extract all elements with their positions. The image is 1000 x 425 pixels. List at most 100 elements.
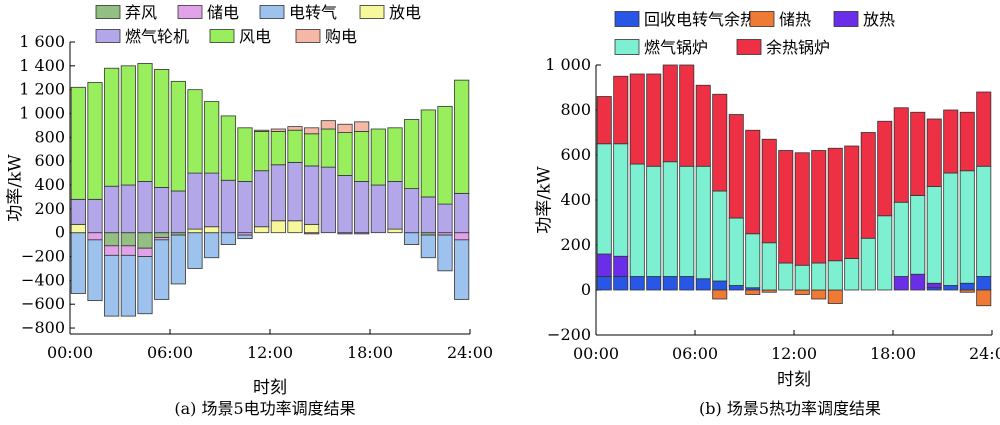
bar-b-s4-t8 [729, 115, 743, 219]
bar-b-s4-t12 [795, 153, 809, 266]
bar-b-s3-t11 [779, 263, 793, 290]
bar-b-s4-t10 [762, 139, 776, 243]
legend-label: 燃气轮机 [125, 27, 189, 46]
legend-label: 回收电转气余热 [644, 10, 756, 29]
bar-b-s4-t20 [927, 119, 941, 187]
bar-a-s5-t6 [171, 81, 185, 191]
bar-a-s4-t20 [405, 189, 419, 233]
bar-b-s2-t0 [597, 254, 611, 277]
bar-a-s3-t13 [288, 221, 302, 233]
bar-a-s6-t14 [305, 128, 319, 134]
bar-b-s0-t6 [696, 279, 710, 290]
bar-a-s2-t20 [405, 233, 419, 245]
y-tick-label: 0 [55, 223, 65, 242]
bar-a-s2-t1 [88, 240, 102, 301]
bar-b-s1-t12 [795, 290, 809, 295]
bar-a-s0-t4 [138, 233, 152, 248]
legend-swatch [834, 12, 858, 27]
bar-a-s5-t2 [105, 68, 119, 186]
bar-b-s4-t14 [828, 148, 842, 261]
y-tick-label: 600 [34, 151, 65, 170]
bar-b-s4-t6 [696, 85, 710, 166]
bar-a-s5-t0 [71, 87, 85, 199]
x-tick-label: 12:00 [247, 343, 293, 362]
y-tick-label: −600 [21, 294, 65, 313]
y-axis-label: 功率/kW [535, 166, 555, 234]
bar-b-s4-t21 [944, 110, 958, 173]
bar-a-s6-t12 [271, 129, 285, 131]
bar-b-s0-t21 [944, 286, 958, 291]
bar-b-s3-t0 [597, 144, 611, 254]
bar-b-s3-t14 [828, 261, 842, 290]
bar-b-s3-t7 [713, 191, 727, 281]
bar-a-s5-t8 [205, 102, 219, 174]
legend-label: 放热 [863, 10, 895, 29]
bar-a-s4-t4 [138, 181, 152, 232]
bar-a-s5-t11 [255, 131, 269, 170]
bar-b-s0-t22 [960, 283, 974, 290]
bar-b-s4-t7 [713, 94, 727, 191]
y-tick-label: −800 [21, 318, 65, 337]
chart-caption: (b) 场景5热功率调度结果 [699, 399, 881, 418]
bar-b-s4-t19 [911, 112, 925, 195]
bar-a-s2-t4 [138, 257, 152, 314]
bar-b-s4-t0 [597, 97, 611, 144]
bar-b-s4-t3 [647, 74, 661, 166]
bar-a-s4-t9 [221, 180, 235, 232]
y-tick-label: 1 600 [19, 32, 65, 51]
bar-a-s5-t16 [338, 133, 352, 176]
bar-b-s0-t0 [597, 277, 611, 291]
bar-b-s4-t1 [614, 76, 628, 144]
x-axis-label: 时刻 [253, 378, 287, 398]
bar-b-s3-t16 [861, 238, 875, 290]
bar-a-s6-t15 [321, 121, 335, 129]
bar-a-s5-t23 [455, 80, 469, 193]
bar-b-s0-t4 [663, 277, 677, 291]
legend-label: 电转气 [289, 3, 337, 22]
bar-b-s0-t8 [729, 286, 743, 291]
bar-a-s5-t12 [271, 131, 285, 164]
x-tick-label: 12:00 [771, 344, 817, 363]
legend-label: 燃气锅炉 [644, 38, 708, 57]
bar-b-s1-t14 [828, 290, 842, 304]
bar-a-s3-t8 [205, 227, 219, 233]
bar-a-s2-t5 [155, 240, 169, 300]
legend: 弃风储电电转气放电燃气轮机风电购电 [96, 3, 421, 46]
bar-a-s2-t0 [71, 233, 85, 294]
bar-a-s4-t8 [205, 173, 219, 227]
bar-a-s0-t2 [105, 233, 119, 246]
bar-b-s3-t9 [746, 234, 760, 288]
bar-b-s4-t23 [977, 92, 991, 166]
chart-caption: (a) 场景5电功率调度结果 [174, 399, 355, 418]
y-tick-label: 800 [560, 100, 591, 119]
bar-a-s1-t23 [455, 233, 469, 240]
bar-group [71, 63, 469, 316]
bar-a-s5-t1 [88, 83, 102, 200]
bar-b-s0-t7 [713, 281, 727, 290]
x-tick-label: 06:00 [672, 344, 718, 363]
bar-b-s3-t21 [944, 173, 958, 286]
bar-b-s1-t13 [812, 290, 826, 299]
legend-swatch [260, 6, 284, 19]
bar-a-s5-t15 [321, 129, 335, 167]
legend-swatch [615, 40, 639, 55]
bar-a-s3-t7 [188, 229, 202, 233]
bar-a-s2-t22 [438, 235, 452, 271]
bar-a-s1-t2 [105, 246, 119, 256]
legend-swatch [750, 12, 774, 27]
bar-a-s4-t11 [255, 171, 269, 227]
bar-b-s1-t23 [977, 290, 991, 306]
bar-b-s3-t12 [795, 265, 809, 290]
bar-a-s2-t21 [421, 235, 435, 258]
bar-a-s4-t0 [71, 199, 85, 224]
y-tick-label: 0 [581, 280, 591, 299]
bar-b-s3-t3 [647, 166, 661, 276]
y-tick-label: 1 400 [19, 56, 65, 75]
bar-a-s4-t14 [305, 166, 319, 224]
legend-label: 储热 [779, 10, 811, 29]
legend-swatch [210, 30, 234, 43]
bar-a-s1-t1 [88, 233, 102, 240]
legend-swatch [178, 6, 202, 19]
